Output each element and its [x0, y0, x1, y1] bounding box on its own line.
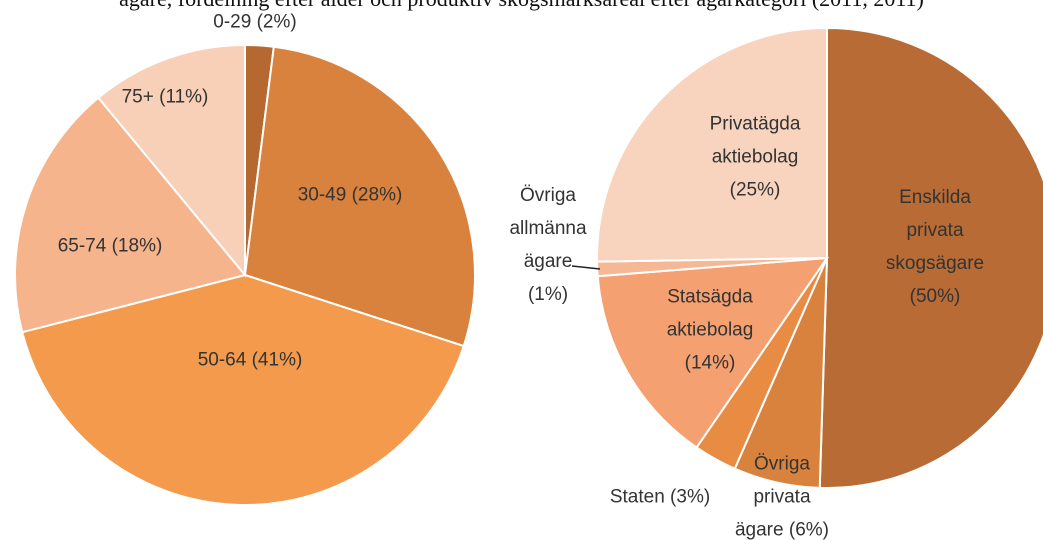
category-label: Övriga allmänna ägare	[509, 185, 587, 272]
pie-slice	[596, 26, 828, 263]
slice-label: Privatägda aktiebolag (25%)	[710, 108, 801, 207]
value-label: (6%)	[788, 519, 829, 540]
category-label: Privatägda aktiebolag	[709, 113, 801, 168]
slice-label: Övriga privata ägare (6%)	[728, 448, 836, 540]
title: ägare, fördelning efter ålder och produk…	[0, 0, 1043, 12]
leader-line	[571, 265, 601, 270]
value-label: (18%)	[111, 235, 163, 257]
category-label: Enskilda privata skogsägare	[885, 187, 985, 274]
pie-slice	[14, 96, 247, 334]
category-label: Övriga privata ägare	[734, 453, 811, 540]
category-label: 65-74	[57, 235, 107, 257]
slice-label: 30-49 (28%)	[298, 179, 403, 212]
slice-label: Övriga allmänna ägare (1%)	[509, 179, 586, 311]
slice-label: 50-64 (41%)	[198, 344, 303, 377]
category-label: Statsägda aktiebolag	[666, 286, 754, 341]
value-label: (28%)	[351, 184, 403, 206]
pie-slice	[596, 256, 830, 449]
value-label: (1%)	[527, 284, 569, 305]
slice-label: Enskilda privata skogsägare (50%)	[886, 181, 984, 313]
slice-label: 0-29 (2%)	[213, 6, 296, 39]
category-label: 50-64	[197, 349, 247, 371]
value-label: (50%)	[909, 286, 961, 307]
value-label: (3%)	[670, 486, 711, 508]
category-label: 30-49	[297, 184, 347, 206]
slice-label: Statsägda aktiebolag (14%)	[667, 281, 754, 380]
slice-label: Staten (3%)	[610, 481, 710, 514]
value-label: (25%)	[729, 179, 781, 201]
value-label: (11%)	[159, 86, 209, 108]
slice-label: 65-74 (18%)	[58, 230, 163, 263]
value-label: (41%)	[251, 349, 303, 371]
category-label: Staten	[609, 486, 665, 508]
category-label: 75+	[121, 86, 154, 108]
pie-slice	[96, 43, 246, 278]
pie-slice	[21, 273, 466, 506]
pie-slice	[243, 45, 476, 348]
slice-label: 75+ (11%)	[122, 81, 209, 114]
category-label: 0-29	[213, 11, 252, 33]
pie-slice	[818, 26, 1043, 489]
value-label: (14%)	[684, 352, 736, 374]
value-label: (2%)	[256, 11, 297, 33]
